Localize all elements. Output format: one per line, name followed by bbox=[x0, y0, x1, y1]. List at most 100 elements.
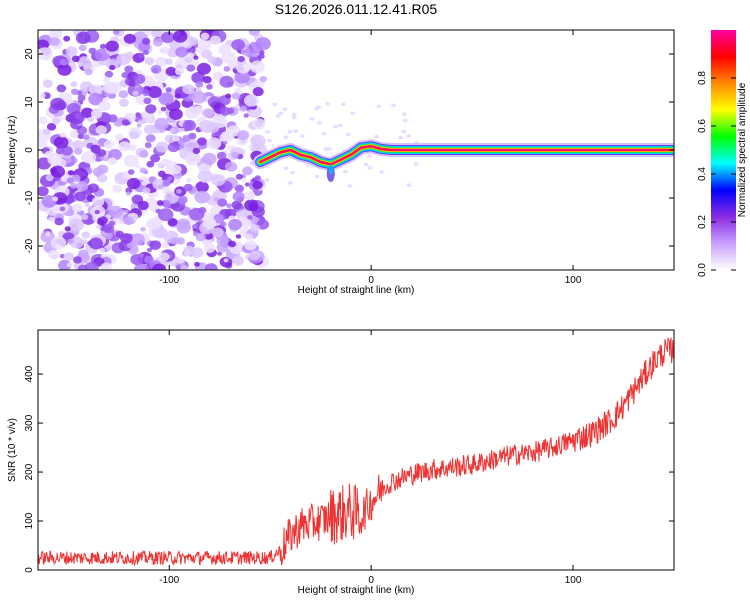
noise-blob bbox=[223, 258, 229, 263]
faint-speck bbox=[259, 136, 265, 141]
noise-blob bbox=[234, 184, 244, 193]
noise-blob bbox=[142, 113, 153, 123]
noise-blob bbox=[84, 68, 93, 76]
noise-blob bbox=[78, 44, 87, 52]
noise-blob bbox=[244, 182, 250, 187]
snr-axes: -100 0 100 0 100 200 300 400 bbox=[24, 330, 674, 586]
noise-blob bbox=[116, 53, 131, 66]
noise-blob bbox=[77, 133, 85, 139]
noise-blob bbox=[244, 94, 259, 107]
noise-blob bbox=[231, 200, 242, 210]
noise-blob bbox=[115, 230, 125, 238]
noise-blob bbox=[159, 48, 165, 54]
noise-blob bbox=[69, 236, 84, 249]
noise-blob bbox=[59, 254, 66, 259]
noise-blob bbox=[176, 218, 191, 231]
noise-blob bbox=[121, 119, 130, 126]
faint-speck bbox=[323, 147, 329, 151]
noise-blob bbox=[217, 198, 228, 207]
noise-blob bbox=[42, 128, 51, 136]
noise-blob bbox=[54, 217, 64, 226]
noise-blob bbox=[231, 39, 246, 51]
noise-blob bbox=[204, 263, 218, 270]
noise-blob bbox=[139, 167, 147, 174]
noise-blob bbox=[58, 259, 72, 270]
noise-blob bbox=[66, 262, 73, 268]
faint-speck bbox=[283, 166, 289, 171]
noise-blob bbox=[197, 137, 208, 146]
noise-blob bbox=[218, 73, 224, 78]
noise-blob bbox=[63, 35, 71, 42]
faint-speck bbox=[282, 107, 288, 112]
faint-speck bbox=[289, 170, 295, 175]
noise-blob bbox=[183, 183, 193, 192]
faint-speck bbox=[398, 135, 404, 140]
noise-blob bbox=[170, 237, 180, 245]
noise-blob bbox=[103, 76, 111, 83]
noise-blob bbox=[125, 187, 133, 194]
spectrogram-plot-area bbox=[38, 30, 674, 270]
noise-blob bbox=[84, 261, 99, 270]
y-tick-label: 0 bbox=[24, 567, 35, 573]
noise-blob bbox=[191, 91, 207, 104]
noise-blob bbox=[118, 98, 129, 108]
spectrogram-x-label: Height of straight line (km) bbox=[298, 285, 415, 296]
noise-blob bbox=[155, 56, 168, 67]
noise-blob bbox=[228, 240, 237, 248]
noise-blob bbox=[98, 101, 111, 112]
noise-blob bbox=[186, 177, 192, 183]
noise-blob bbox=[195, 232, 206, 242]
noise-blob bbox=[48, 249, 60, 260]
noise-blob bbox=[135, 112, 141, 117]
noise-blob bbox=[155, 81, 163, 88]
noise-blob bbox=[45, 174, 54, 182]
noise-blob bbox=[167, 176, 174, 182]
noise-blob bbox=[149, 240, 161, 250]
noise-blob bbox=[72, 203, 83, 213]
noise-blob bbox=[158, 208, 174, 222]
noise-blob bbox=[232, 191, 245, 202]
faint-speck bbox=[345, 132, 351, 137]
faint-speck bbox=[265, 130, 271, 134]
noise-blob bbox=[196, 62, 211, 75]
noise-blob bbox=[248, 250, 261, 261]
noise-blob bbox=[121, 72, 129, 79]
noise-blob bbox=[175, 46, 188, 58]
noise-blob bbox=[145, 221, 153, 228]
noise-blob bbox=[245, 233, 253, 240]
noise-blob bbox=[64, 226, 71, 232]
noise-blob bbox=[155, 208, 162, 214]
faint-speck bbox=[264, 178, 270, 182]
noise-blob bbox=[165, 66, 177, 76]
noise-blob bbox=[105, 246, 111, 252]
noise-blob bbox=[56, 84, 67, 93]
noise-blob bbox=[213, 213, 225, 224]
noise-blob bbox=[156, 162, 163, 168]
noise-blob bbox=[142, 187, 151, 194]
noise-blob bbox=[241, 177, 247, 183]
faint-speck bbox=[316, 121, 322, 125]
noise-blob bbox=[126, 178, 141, 190]
noise-blob bbox=[231, 92, 241, 100]
noise-blob bbox=[97, 216, 108, 225]
noise-blob bbox=[151, 30, 161, 38]
x-tick-label: -100 bbox=[159, 275, 179, 286]
noise-blob bbox=[212, 72, 218, 78]
noise-blob bbox=[94, 209, 100, 215]
noise-blob bbox=[66, 208, 75, 216]
faint-speck bbox=[379, 170, 385, 174]
noise-blob bbox=[61, 146, 73, 156]
faint-speck bbox=[291, 115, 297, 120]
faint-speck bbox=[350, 111, 356, 116]
noise-blob bbox=[211, 227, 224, 238]
ridge-band-peak bbox=[259, 145, 674, 165]
colorbar: 0.0 0.2 0.4 0.6 0.8 Normalized spectral ampl… bbox=[697, 30, 748, 277]
noise-blob bbox=[222, 131, 235, 142]
colorbar-tick-label: 0.2 bbox=[697, 215, 708, 229]
noise-blob bbox=[180, 264, 188, 270]
noise-blob bbox=[165, 87, 172, 93]
noise-blob bbox=[118, 90, 129, 99]
noise-blob bbox=[108, 157, 118, 165]
noise-blob bbox=[237, 56, 245, 63]
